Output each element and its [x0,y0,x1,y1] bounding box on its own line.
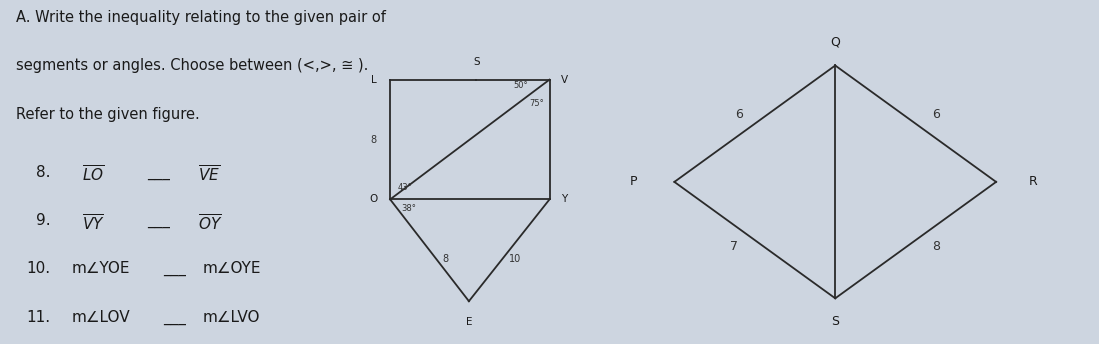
Text: A. Write the inequality relating to the given pair of: A. Write the inequality relating to the … [16,10,386,25]
Text: 38°: 38° [401,204,415,213]
Text: 8: 8 [370,135,377,144]
Text: 8: 8 [442,254,448,264]
Text: $\overline{VE}$: $\overline{VE}$ [198,165,220,185]
Text: m∠YOE: m∠YOE [71,261,130,277]
Text: 10: 10 [509,254,521,264]
Text: Refer to the given figure.: Refer to the given figure. [16,107,200,122]
Text: 75°: 75° [530,99,544,108]
Text: ___: ___ [163,261,186,277]
Text: ___: ___ [163,310,186,325]
Text: Y: Y [560,194,567,204]
Text: Q: Q [831,36,840,49]
Text: m∠OYE: m∠OYE [203,261,262,277]
Text: P: P [630,175,636,189]
Text: $\overline{OY}$: $\overline{OY}$ [198,213,222,234]
Text: 7: 7 [730,240,739,253]
Text: V: V [560,75,568,85]
Text: R: R [1029,175,1037,189]
Text: $\overline{LO}$: $\overline{LO}$ [81,165,104,185]
Text: L: L [370,75,377,85]
Text: 11.: 11. [26,310,51,325]
Text: 8: 8 [932,240,941,253]
Text: S: S [473,57,479,67]
Text: m∠LVO: m∠LVO [203,310,260,325]
Text: 6: 6 [735,108,743,121]
Text: ___: ___ [147,213,170,228]
Text: 8.: 8. [36,165,51,180]
Text: ___: ___ [147,165,170,180]
Text: segments or angles. Choose between (<,>, ≅ ).: segments or angles. Choose between (<,>,… [16,58,368,74]
Text: 6: 6 [932,108,941,121]
Text: O: O [369,194,378,204]
Text: 9.: 9. [36,213,51,228]
Text: E: E [466,317,473,327]
Text: $\overline{VY}$: $\overline{VY}$ [81,213,104,234]
Text: S: S [831,315,840,328]
Text: 43°: 43° [398,183,412,192]
Text: 50°: 50° [513,81,528,90]
Text: 10.: 10. [26,261,51,277]
Text: m∠LOV: m∠LOV [71,310,131,325]
